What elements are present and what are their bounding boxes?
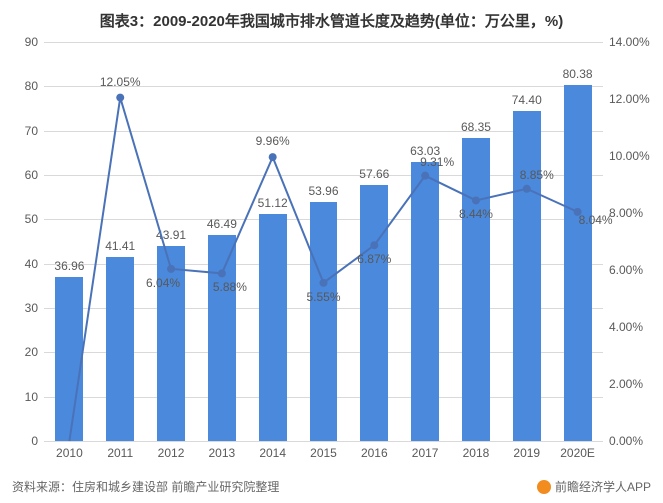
line-value-label: 9.96% <box>256 134 290 148</box>
plot-area: 01020304050607080900.00%2.00%4.00%6.00%8… <box>44 42 603 441</box>
x-tick: 2015 <box>310 441 337 460</box>
y-left-tick: 40 <box>25 257 44 271</box>
y-right-tick: 12.00% <box>603 92 650 106</box>
x-tick: 2016 <box>361 441 388 460</box>
line-value-label: 8.04% <box>579 213 613 227</box>
y-right-tick: 2.00% <box>603 377 643 391</box>
x-tick: 2019 <box>513 441 540 460</box>
y-left-tick: 30 <box>25 301 44 315</box>
brand-block: 前瞻经济学人APP <box>537 478 651 495</box>
x-tick: 2020E <box>560 441 595 460</box>
x-tick: 2012 <box>158 441 185 460</box>
y-left-tick: 50 <box>25 212 44 226</box>
brand-text: 前瞻经济学人APP <box>555 478 651 495</box>
line-value-label: 5.88% <box>213 280 247 294</box>
source-text: 资料来源：住房和城乡建设部 前瞻产业研究院整理 <box>12 478 279 495</box>
x-tick: 2011 <box>107 441 133 460</box>
y-left-tick: 60 <box>25 168 44 182</box>
line-value-label: 6.04% <box>146 276 180 290</box>
y-right-tick: 6.00% <box>603 263 643 277</box>
chart-title: 图表3：2009-2020年我国城市排水管道长度及趋势(单位：万公里，%) <box>0 0 663 31</box>
line-series <box>44 42 603 441</box>
line-value-label: 6.87% <box>357 252 391 266</box>
line-value-label: 8.44% <box>459 207 493 221</box>
x-tick: 2013 <box>209 441 236 460</box>
brand-logo-icon <box>537 480 551 494</box>
line-value-label: 5.55% <box>306 290 340 304</box>
line-value-label: 8.85% <box>520 168 554 182</box>
y-left-tick: 70 <box>25 124 44 138</box>
chart-footer: 资料来源：住房和城乡建设部 前瞻产业研究院整理 前瞻经济学人APP <box>12 478 651 495</box>
y-right-tick: 4.00% <box>603 320 643 334</box>
x-tick: 2018 <box>463 441 490 460</box>
line-value-label: 12.05% <box>100 75 141 89</box>
y-left-tick: 10 <box>25 390 44 404</box>
x-tick: 2017 <box>412 441 439 460</box>
y-right-tick: 14.00% <box>603 35 650 49</box>
y-left-tick: 20 <box>25 345 44 359</box>
x-tick: 2010 <box>56 441 83 460</box>
y-right-tick: 10.00% <box>603 149 650 163</box>
y-left-tick: 0 <box>31 434 44 448</box>
x-tick: 2014 <box>259 441 286 460</box>
chart-area: 01020304050607080900.00%2.00%4.00%6.00%8… <box>44 42 603 441</box>
y-left-tick: 80 <box>25 79 44 93</box>
y-left-tick: 90 <box>25 35 44 49</box>
line-value-label: 9.31% <box>420 155 454 169</box>
y-right-tick: 0.00% <box>603 434 643 448</box>
